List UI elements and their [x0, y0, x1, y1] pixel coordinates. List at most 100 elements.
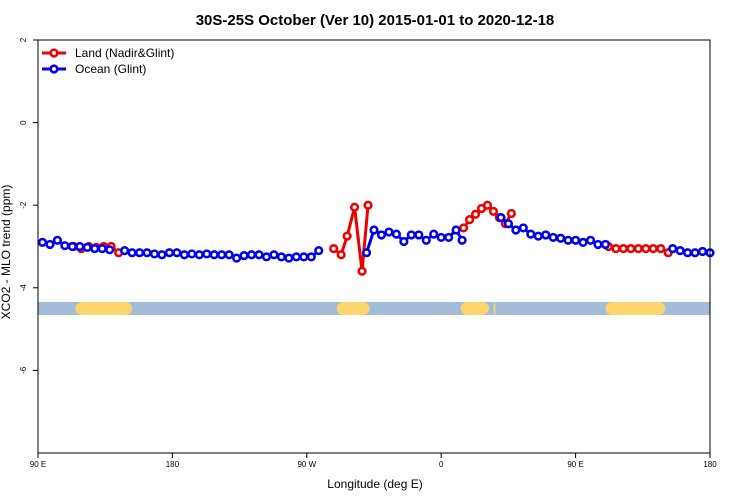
data-point — [556, 233, 566, 243]
data-point — [464, 215, 475, 225]
chart-title: 30S-25S October (Ver 10) 2015-01-01 to 2… — [196, 12, 555, 29]
data-point — [284, 253, 294, 263]
data-point — [329, 243, 339, 254]
x-tick-label: 180 — [703, 460, 717, 469]
data-point — [60, 241, 70, 251]
data-point — [518, 223, 528, 233]
data-point — [246, 250, 257, 260]
data-point — [217, 250, 227, 260]
data-point — [641, 243, 651, 254]
data-point — [361, 248, 372, 258]
data-point — [194, 250, 204, 260]
data-point — [690, 248, 700, 258]
data-point — [209, 250, 219, 260]
data-point — [357, 266, 367, 276]
data-point — [682, 248, 693, 258]
data-point — [648, 243, 658, 254]
data-point — [451, 225, 461, 235]
data-point — [482, 200, 493, 210]
legend-item: Land (Nadir&Glint) — [42, 46, 174, 60]
x-tick-label: 180 — [166, 460, 180, 469]
data-point — [511, 225, 521, 235]
data-point — [578, 237, 588, 247]
data-point — [142, 248, 152, 258]
data-point — [488, 206, 499, 216]
ocean-band — [38, 301, 710, 315]
data-point — [503, 219, 514, 229]
legend-label: Ocean (Glint) — [75, 62, 146, 76]
data-point — [570, 235, 581, 245]
land-band-segment — [493, 301, 496, 315]
data-point — [306, 252, 316, 262]
land-band-segment — [460, 301, 489, 315]
data-point — [134, 248, 145, 258]
y-tick-label: -4 — [19, 284, 28, 292]
x-tick-label: 90 E — [567, 460, 583, 469]
data-point — [291, 252, 301, 262]
data-point — [675, 246, 685, 256]
data-point — [276, 252, 287, 262]
data-point — [668, 243, 678, 254]
y-axis-label: XCO2 - MLO trend (ppm) — [0, 185, 13, 320]
data-point — [120, 246, 130, 256]
legend-label: Land (Nadir&Glint) — [75, 46, 174, 60]
data-point — [436, 232, 446, 243]
data-point — [563, 235, 573, 245]
data-point — [269, 250, 279, 260]
x-axis-label: Longitude (deg E) — [327, 477, 422, 491]
data-point — [506, 208, 516, 219]
y-tick-label: -6 — [19, 366, 28, 374]
data-point — [224, 250, 234, 260]
data-point — [526, 229, 536, 239]
data-point — [105, 245, 115, 255]
data-point — [232, 253, 242, 263]
data-point — [697, 246, 708, 257]
data-point — [179, 250, 189, 260]
series-layer — [37, 200, 715, 276]
data-point — [149, 249, 160, 259]
data-point — [611, 243, 621, 254]
data-point — [369, 225, 379, 235]
data-point — [585, 235, 596, 245]
land-band-segment — [75, 301, 133, 315]
x-tick-label: 0 — [439, 460, 444, 469]
data-point — [127, 248, 137, 258]
y-tick-label: -2 — [19, 201, 28, 209]
data-point — [157, 250, 167, 260]
data-point — [254, 250, 264, 260]
data-point — [600, 239, 611, 250]
data-point — [336, 250, 346, 260]
surface-band — [38, 301, 710, 315]
data-point — [541, 230, 551, 240]
data-point — [90, 243, 100, 254]
data-point — [406, 230, 416, 240]
legend-item: Ocean (Glint) — [42, 62, 146, 76]
series-ocean — [37, 212, 715, 263]
data-point — [384, 227, 394, 237]
legend-marker — [49, 48, 59, 58]
data-point — [164, 248, 175, 258]
data-point — [414, 230, 424, 240]
data-point — [391, 229, 402, 239]
data-point — [299, 252, 309, 262]
data-point — [399, 236, 409, 247]
data-point — [75, 241, 85, 252]
data-point — [261, 252, 272, 262]
data-point — [97, 243, 107, 254]
data-point — [52, 235, 63, 245]
data-point — [633, 243, 643, 254]
data-point — [239, 250, 249, 261]
legend: Land (Nadir&Glint) Ocean (Glint) — [42, 46, 174, 76]
data-point — [593, 239, 603, 250]
land-band-segment — [336, 301, 370, 315]
x-tick-label: 90 E — [30, 460, 46, 469]
data-point — [548, 232, 558, 243]
data-point — [202, 249, 212, 259]
data-point — [457, 235, 467, 245]
data-point — [342, 231, 352, 241]
data-point — [444, 232, 454, 243]
land-band-segment — [605, 301, 666, 315]
legend-marker — [49, 64, 59, 74]
data-point — [656, 243, 666, 254]
data-point — [618, 243, 628, 254]
